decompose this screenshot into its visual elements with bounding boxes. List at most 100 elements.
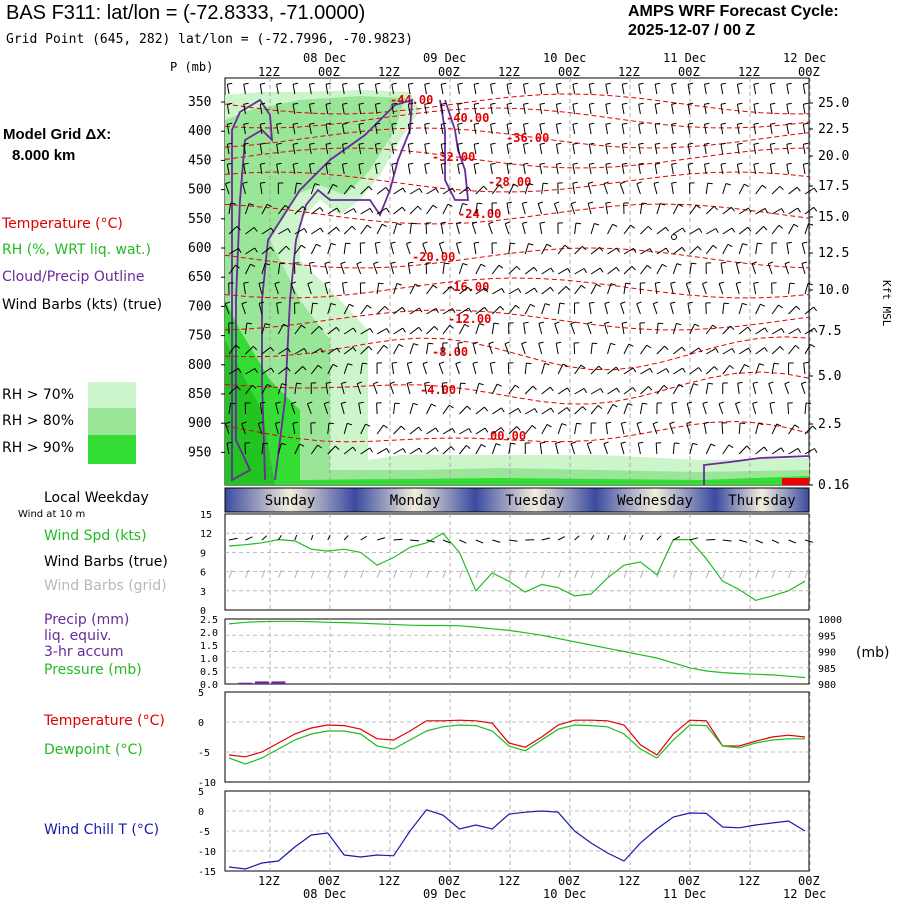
wind-barb-flag — [638, 441, 644, 444]
wind-barb — [310, 303, 314, 315]
wind-barb — [804, 206, 815, 215]
wind-barb-flag — [483, 185, 488, 191]
wind-barb — [506, 84, 510, 95]
wind-barb-flag — [653, 181, 660, 184]
surface-wind-barb — [706, 539, 716, 541]
wind-barb — [325, 124, 329, 135]
wind-barb — [621, 164, 625, 175]
grid-wind-barb — [524, 569, 529, 579]
pressure-tick-label-right: 990 — [818, 648, 836, 659]
height-tick-label: 5.0 — [818, 369, 841, 384]
wind-barb — [393, 223, 398, 235]
weekday-cell — [475, 488, 595, 512]
wind-chill-tick-label: -10 — [198, 847, 216, 858]
wind-barb — [541, 407, 552, 415]
wind-barb — [804, 402, 807, 415]
wind-barb — [524, 408, 535, 415]
wind-barb — [508, 183, 515, 195]
wind-barb — [541, 424, 548, 435]
wind-barb — [360, 346, 369, 355]
wind-barb-flag — [398, 343, 404, 348]
wind-barb — [488, 223, 493, 235]
wind-barb — [603, 183, 608, 195]
wind-barb-flag — [375, 241, 381, 244]
wind-barb-flag — [447, 203, 453, 207]
wind-barb-flag — [290, 281, 296, 285]
wind-barb-flag — [266, 383, 272, 388]
wind-barb-flag — [522, 221, 528, 224]
wind-barb — [311, 227, 321, 235]
wind-barb — [553, 203, 559, 215]
wind-barb-flag — [628, 343, 634, 347]
wind-barb-flag — [325, 142, 331, 145]
wind-barb — [689, 323, 696, 335]
pressure-tick-label: 550 — [188, 212, 211, 227]
wind-barb — [753, 104, 757, 115]
wind-barb — [259, 403, 263, 415]
grid-wind-barb — [277, 569, 282, 579]
wind-barb — [574, 364, 582, 375]
bottom-time-label: 00Z — [438, 874, 460, 888]
wind-barb-flag — [352, 446, 357, 452]
wind-barb-flag — [490, 122, 496, 125]
wind-barb — [472, 363, 477, 375]
wind-barb-flag — [776, 423, 782, 427]
wind-barb-flag — [671, 401, 677, 404]
wind-barb — [769, 84, 773, 95]
wind-barb-flag — [655, 82, 661, 85]
wind-barb — [409, 447, 420, 455]
height-tick-label: 22.5 — [818, 122, 849, 137]
wind-barb-flag — [389, 381, 395, 385]
wind-barb — [605, 84, 609, 95]
wind-barb-flag — [528, 183, 534, 186]
wind-barb — [343, 225, 353, 235]
wind-barb — [356, 383, 362, 395]
wind-barb-flag — [671, 82, 677, 85]
grid-wind-barb — [705, 569, 710, 579]
wind-barb-flag — [718, 401, 724, 405]
wind-barb-flag — [605, 201, 611, 204]
wind-barb-flag — [786, 82, 792, 85]
wind-barb — [640, 344, 648, 355]
wind-barb-flag — [814, 448, 818, 454]
wind-barb-flag — [260, 162, 266, 165]
wind-barb-flag — [813, 187, 818, 193]
legend-precip: Precip (mm) — [44, 612, 130, 628]
wind-barb-flag — [632, 387, 637, 392]
wind-barb — [358, 144, 362, 155]
wind-barb — [245, 247, 255, 255]
wind-barb — [342, 283, 345, 295]
wind-barb — [242, 183, 246, 195]
legend-temperature-2: Temperature (°C) — [44, 713, 165, 729]
wind-barb — [588, 303, 592, 315]
weekday-band-frame — [224, 487, 810, 513]
wind-barb — [687, 104, 691, 115]
wind-barb — [491, 383, 498, 395]
wind-barb — [309, 104, 312, 115]
wind-barb — [360, 207, 371, 215]
wind-barb-flag — [312, 302, 318, 305]
wind-barb-flag — [493, 322, 499, 325]
wind-barb — [718, 403, 724, 415]
wind-barb-flag — [544, 362, 550, 366]
wind-barb — [689, 227, 700, 235]
wind-barb-flag — [441, 122, 447, 125]
wind-barb — [755, 226, 764, 235]
grid-wind-barb — [590, 569, 595, 579]
wind-barb-flag — [435, 427, 439, 433]
wind-barb-flag — [258, 421, 264, 425]
grid-wind-barb — [261, 569, 266, 579]
wind-barb-flag — [506, 162, 513, 165]
wind-barb-flag — [555, 441, 561, 444]
wind-barb — [472, 343, 477, 355]
wind-barb-flag — [704, 82, 710, 85]
wind-barb — [656, 264, 663, 275]
wind-barb-flag — [353, 208, 357, 214]
wind-barb-flag — [688, 102, 694, 105]
wind-barb-flag — [366, 224, 372, 229]
wind-barb-flag — [490, 162, 496, 165]
top-time-label: 00Z — [438, 65, 460, 79]
wind-barb-flag — [342, 162, 348, 165]
wind-barb-flag — [620, 441, 626, 444]
wind-barb — [243, 104, 246, 115]
